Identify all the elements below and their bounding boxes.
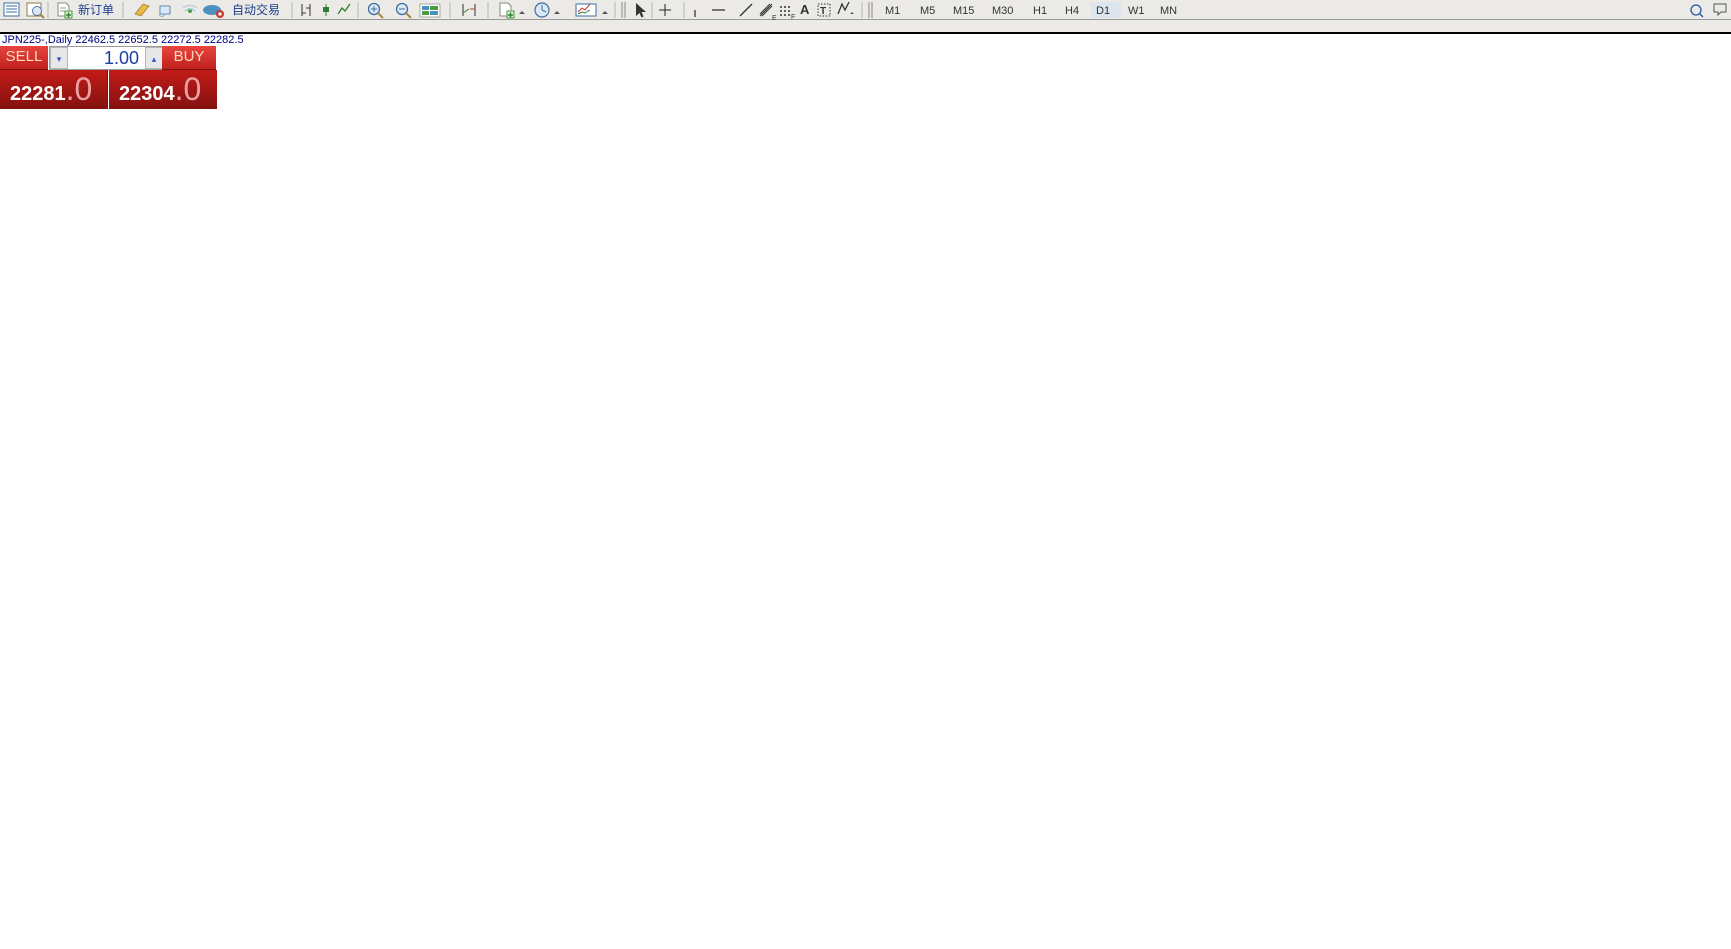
- svg-text:M30: M30: [992, 5, 1013, 17]
- svg-text:T: T: [820, 6, 826, 17]
- svg-text:MN: MN: [1160, 5, 1177, 17]
- svg-text:M15: M15: [953, 5, 974, 17]
- svg-text:M5: M5: [920, 5, 935, 17]
- svg-text:M1: M1: [885, 5, 900, 17]
- svg-text:新订单: 新订单: [78, 2, 114, 17]
- svg-text:W1: W1: [1128, 5, 1145, 17]
- svg-text:A: A: [800, 2, 810, 17]
- svg-text:D1: D1: [1096, 5, 1110, 17]
- svg-text:自动交易: 自动交易: [232, 2, 280, 17]
- svg-text:H4: H4: [1065, 5, 1079, 17]
- svg-text:H1: H1: [1033, 5, 1047, 17]
